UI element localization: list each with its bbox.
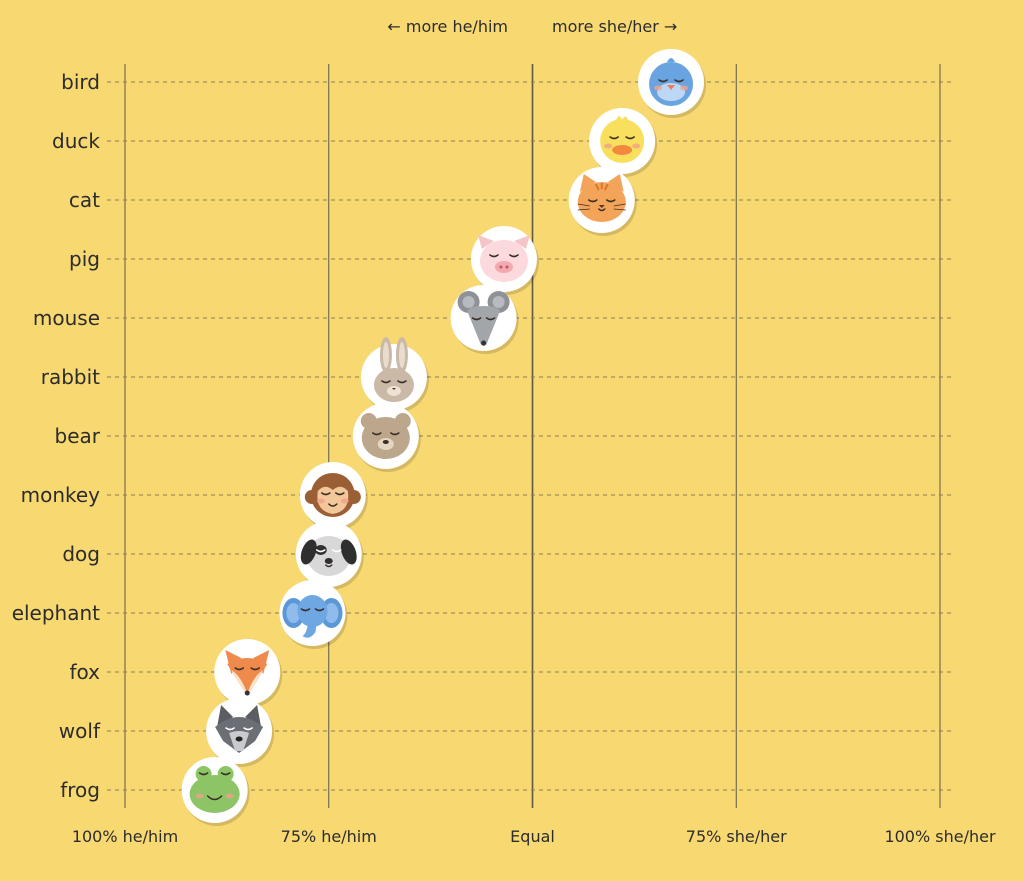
animal-point-fox	[214, 639, 283, 708]
category-label: duck	[52, 129, 100, 153]
monkey-icon	[304, 473, 361, 517]
wolf-icon	[215, 705, 264, 753]
animal-point-monkey	[299, 462, 368, 531]
x-tick-label: 100% she/her	[884, 827, 996, 846]
category-labels: bird duck cat pig mouse rabbit bear monkey dog el…	[12, 70, 101, 802]
fox-icon	[225, 650, 270, 696]
cat-icon	[577, 174, 626, 222]
category-label: bear	[55, 424, 101, 448]
category-label: bird	[61, 70, 100, 94]
more-she-her-label: more she/her →	[552, 17, 677, 36]
animal-points	[181, 49, 707, 826]
category-label: cat	[69, 188, 100, 212]
elephant-icon	[282, 595, 343, 638]
animal-point-mouse	[450, 285, 519, 354]
category-label: mouse	[33, 306, 100, 330]
dog-icon	[300, 536, 357, 576]
bird-icon	[649, 58, 694, 106]
x-tick-label: 75% he/him	[281, 827, 377, 846]
category-label: elephant	[12, 601, 100, 625]
rabbit-icon	[373, 337, 414, 402]
duck-icon	[600, 116, 645, 163]
category-label: dog	[62, 542, 100, 566]
animal-point-pig	[470, 226, 539, 295]
x-tick-label: 100% he/him	[72, 827, 178, 846]
mouse-icon	[457, 291, 510, 346]
animal-point-rabbit	[360, 337, 429, 413]
frog-icon	[189, 766, 240, 813]
animal-point-elephant	[279, 580, 348, 649]
category-label: frog	[60, 778, 100, 802]
more-he-him-label: ← more he/him	[387, 17, 508, 36]
category-label: pig	[69, 247, 100, 271]
x-axis-tick-labels: 100% he/him 75% he/him Equal 75% she/her 100…	[72, 827, 996, 846]
animal-point-dog	[295, 521, 364, 590]
category-label: fox	[70, 660, 101, 684]
animal-point-duck	[589, 108, 658, 177]
category-label: monkey	[21, 483, 101, 507]
x-tick-label: Equal	[510, 827, 555, 846]
row-lines	[107, 81, 955, 791]
pig-icon	[477, 235, 530, 282]
animal-point-wolf	[206, 698, 275, 767]
animal-point-cat	[568, 167, 637, 236]
animal-point-bird	[638, 49, 707, 118]
animal-point-frog	[181, 757, 250, 826]
category-label: rabbit	[41, 365, 100, 389]
x-tick-label: 75% she/her	[686, 827, 787, 846]
bear-icon	[360, 413, 411, 459]
animal-point-bear	[352, 403, 421, 472]
category-label: wolf	[59, 719, 101, 743]
